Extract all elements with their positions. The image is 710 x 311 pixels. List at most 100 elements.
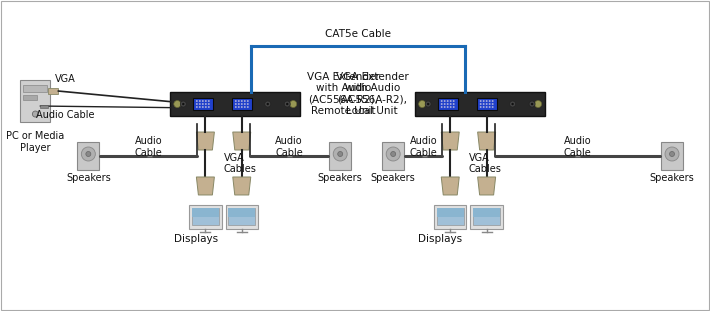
- Text: Audio Cable: Audio Cable: [36, 110, 94, 120]
- Circle shape: [205, 103, 207, 105]
- Circle shape: [453, 103, 454, 105]
- Circle shape: [670, 151, 674, 156]
- Bar: [422, 155, 427, 157]
- Circle shape: [284, 101, 290, 107]
- Bar: [329, 142, 351, 170]
- Text: Audio
Cable: Audio Cable: [410, 136, 437, 158]
- Circle shape: [180, 101, 186, 107]
- Circle shape: [489, 100, 491, 102]
- Circle shape: [196, 103, 197, 105]
- Polygon shape: [478, 177, 496, 195]
- Bar: [21, 80, 50, 122]
- Circle shape: [290, 100, 297, 108]
- Text: VGA
Cables: VGA Cables: [224, 153, 256, 174]
- Text: Audio
Cable: Audio Cable: [135, 136, 163, 158]
- Polygon shape: [441, 132, 459, 150]
- Circle shape: [492, 103, 493, 105]
- Text: Speakers: Speakers: [650, 173, 694, 183]
- Circle shape: [235, 100, 236, 102]
- Circle shape: [86, 151, 91, 156]
- Circle shape: [386, 147, 400, 161]
- Text: VGA Extender
with Audio
(AC556A-R2),
Local Unit: VGA Extender with Audio (AC556A-R2), Loc…: [336, 72, 408, 116]
- Circle shape: [486, 100, 487, 102]
- Circle shape: [266, 103, 269, 105]
- Circle shape: [441, 103, 442, 105]
- Circle shape: [489, 103, 491, 105]
- Circle shape: [208, 106, 209, 108]
- Text: VGA Extender
with Audio
(AC556A-R2),
Remote Unit: VGA Extender with Audio (AC556A-R2), Rem…: [307, 72, 380, 116]
- Polygon shape: [197, 177, 214, 195]
- Circle shape: [453, 100, 454, 102]
- Bar: [77, 142, 99, 170]
- Circle shape: [338, 151, 343, 156]
- Bar: [287, 155, 292, 157]
- Circle shape: [82, 147, 95, 161]
- Circle shape: [483, 106, 484, 108]
- Circle shape: [483, 100, 484, 102]
- Circle shape: [238, 103, 239, 105]
- Bar: [193, 98, 213, 110]
- Bar: [382, 142, 404, 170]
- Circle shape: [235, 103, 236, 105]
- Circle shape: [196, 106, 197, 108]
- Bar: [231, 98, 252, 110]
- Circle shape: [247, 106, 248, 108]
- Circle shape: [333, 147, 347, 161]
- Circle shape: [489, 106, 491, 108]
- Bar: [434, 205, 466, 229]
- Circle shape: [441, 100, 442, 102]
- Circle shape: [450, 103, 452, 105]
- Circle shape: [208, 100, 209, 102]
- Circle shape: [450, 100, 452, 102]
- Circle shape: [665, 147, 679, 161]
- Bar: [471, 205, 503, 229]
- Circle shape: [202, 100, 204, 102]
- Circle shape: [205, 106, 207, 108]
- Circle shape: [241, 103, 242, 105]
- Circle shape: [202, 103, 204, 105]
- Circle shape: [480, 106, 481, 108]
- Bar: [473, 208, 501, 217]
- Circle shape: [202, 106, 204, 108]
- Bar: [147, 155, 152, 157]
- Polygon shape: [197, 132, 214, 150]
- Circle shape: [535, 100, 542, 108]
- Bar: [437, 98, 458, 110]
- Circle shape: [33, 111, 38, 117]
- Bar: [192, 208, 219, 217]
- Circle shape: [208, 103, 209, 105]
- Circle shape: [241, 106, 242, 108]
- Circle shape: [247, 100, 248, 102]
- Polygon shape: [233, 177, 251, 195]
- Circle shape: [453, 106, 454, 108]
- Circle shape: [480, 103, 481, 105]
- Circle shape: [199, 103, 200, 105]
- Polygon shape: [233, 132, 251, 150]
- Bar: [48, 88, 58, 94]
- Bar: [192, 208, 219, 225]
- Text: VGA
Cables: VGA Cables: [469, 153, 501, 174]
- Circle shape: [265, 101, 271, 107]
- Circle shape: [235, 106, 236, 108]
- Circle shape: [391, 151, 395, 156]
- Circle shape: [529, 101, 535, 107]
- Circle shape: [244, 100, 246, 102]
- Bar: [437, 208, 464, 225]
- Circle shape: [450, 106, 452, 108]
- Bar: [40, 104, 48, 108]
- Circle shape: [492, 100, 493, 102]
- Circle shape: [510, 101, 515, 107]
- Circle shape: [511, 103, 514, 105]
- Text: Speakers: Speakers: [318, 173, 363, 183]
- Text: Audio
Cable: Audio Cable: [564, 136, 591, 158]
- Text: VGA: VGA: [55, 74, 76, 84]
- Text: CAT5e Cable: CAT5e Cable: [324, 29, 391, 39]
- Circle shape: [486, 103, 487, 105]
- Bar: [23, 95, 37, 100]
- Circle shape: [480, 100, 481, 102]
- Bar: [437, 208, 464, 217]
- Circle shape: [241, 100, 242, 102]
- Bar: [23, 85, 48, 92]
- Polygon shape: [478, 132, 496, 150]
- Bar: [476, 98, 496, 110]
